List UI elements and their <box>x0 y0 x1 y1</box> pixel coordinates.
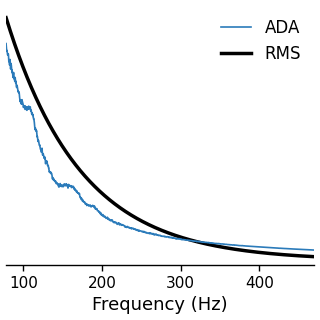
Line: RMS: RMS <box>6 18 315 257</box>
ADA <box>58 184 61 188</box>
RMS <box>39 107 43 111</box>
RMS <box>273 252 277 256</box>
ADA <box>307 248 310 252</box>
RMS <box>4 16 8 20</box>
ADA <box>273 246 277 250</box>
Line: ADA: ADA <box>6 44 315 250</box>
ADA <box>123 224 126 228</box>
ADA <box>313 248 316 252</box>
RMS <box>123 209 126 212</box>
RMS <box>58 140 61 144</box>
RMS <box>313 255 316 259</box>
RMS <box>307 254 310 258</box>
ADA <box>39 150 43 154</box>
ADA <box>4 42 8 45</box>
ADA <box>136 228 140 232</box>
RMS <box>136 217 140 221</box>
ADA <box>312 248 316 252</box>
Legend: ADA, RMS: ADA, RMS <box>216 14 306 68</box>
X-axis label: Frequency (Hz): Frequency (Hz) <box>92 296 228 315</box>
